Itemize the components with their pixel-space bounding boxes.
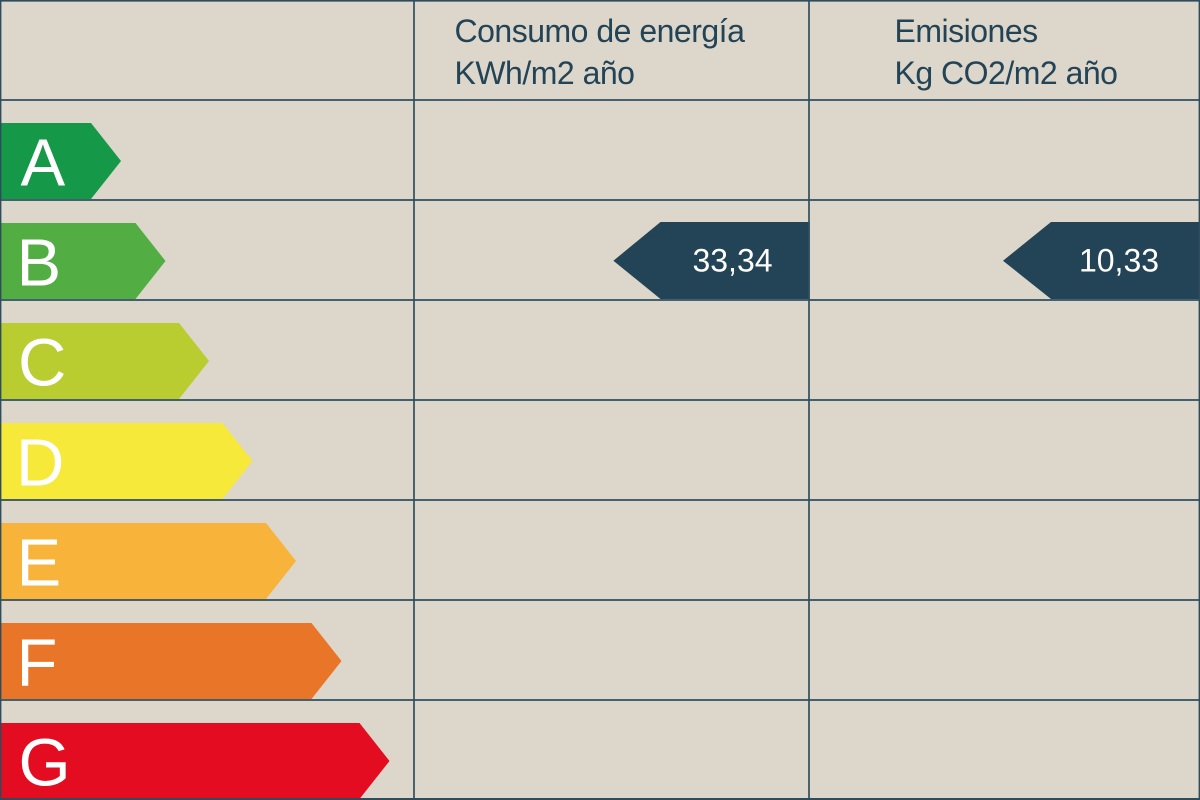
svg-text:B: B	[17, 226, 62, 301]
svg-text:33,34: 33,34	[692, 243, 772, 279]
svg-text:Consumo de energía: Consumo de energía	[455, 13, 746, 49]
svg-text:E: E	[17, 526, 62, 601]
svg-text:A: A	[21, 126, 66, 201]
svg-text:D: D	[16, 426, 64, 501]
svg-text:10,33: 10,33	[1079, 243, 1159, 279]
svg-text:F: F	[17, 626, 58, 701]
svg-text:Emisiones: Emisiones	[895, 13, 1038, 49]
svg-text:G: G	[19, 726, 71, 800]
svg-text:Kg CO2/m2 año: Kg CO2/m2 año	[895, 55, 1118, 91]
svg-text:C: C	[18, 326, 66, 401]
svg-text:KWh/m2 año: KWh/m2 año	[455, 55, 635, 91]
